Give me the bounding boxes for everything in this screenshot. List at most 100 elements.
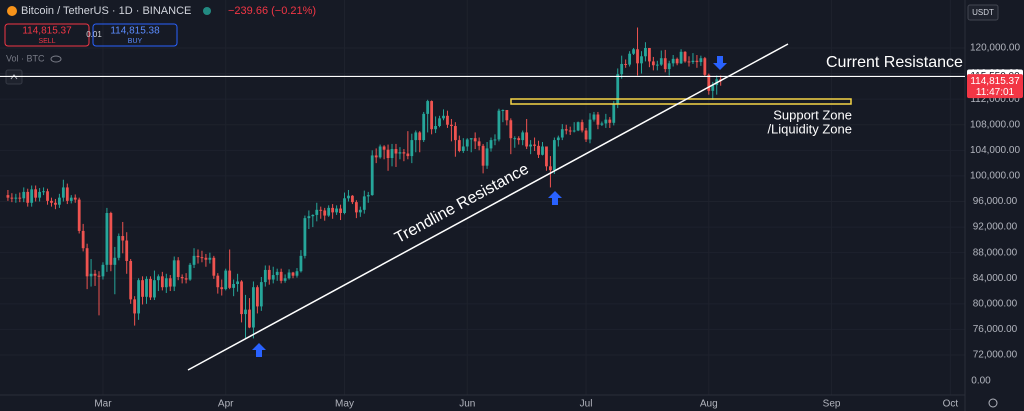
candle-body: [271, 275, 275, 280]
x-tick-label: Mar: [94, 399, 112, 410]
trendline: [187, 43, 789, 371]
candle-body: [442, 115, 445, 119]
candle-body: [382, 146, 386, 150]
candle-body: [335, 208, 338, 213]
candle-body: [196, 255, 200, 258]
candle-body: [398, 152, 402, 154]
y-tick-label: 96,000.00: [973, 196, 1018, 207]
candle-body: [390, 149, 394, 158]
candle-body: [477, 141, 481, 146]
candle-body: [608, 119, 612, 123]
buy-price[interactable]: 114,815.38: [110, 26, 160, 37]
candle-body: [438, 118, 441, 127]
candle-body: [489, 140, 493, 149]
candle-body: [525, 132, 529, 147]
candle-body: [228, 270, 232, 288]
candle-body: [153, 280, 156, 298]
candle-body: [414, 132, 418, 141]
candle-body: [244, 309, 247, 315]
buy-label[interactable]: BUY: [128, 38, 143, 45]
candle-body: [434, 126, 437, 130]
candle-body: [568, 130, 572, 132]
sell-button[interactable]: [4, 23, 90, 47]
candle-body: [632, 49, 635, 54]
candle-body: [446, 115, 449, 125]
candle-body: [168, 278, 172, 287]
candle-body: [236, 281, 239, 285]
candle-body: [22, 191, 26, 199]
candle-body: [224, 270, 228, 290]
price-axis: 72,000.00 76,000.00 80,000.00 84,000.00 88,0…: [94, 43, 1020, 410]
candle-body: [640, 56, 643, 64]
candle-body: [212, 257, 216, 276]
candle-body: [426, 101, 430, 114]
candle-body: [30, 189, 34, 203]
candle-body: [263, 269, 267, 283]
buy-button[interactable]: [92, 23, 178, 47]
candle-body: [473, 138, 477, 142]
candle-body: [133, 299, 137, 314]
candle-body: [81, 230, 85, 249]
currency[interactable]: USDT: [972, 8, 994, 17]
candle-body: [430, 101, 434, 130]
candle-body: [323, 210, 327, 216]
candle-body: [164, 278, 168, 288]
candle-body: [584, 130, 588, 140]
volume-label: Vol · BTC: [6, 53, 45, 63]
candle-body: [129, 260, 133, 300]
x-tick-label: May: [335, 399, 354, 410]
candle-body: [279, 271, 283, 281]
x-tick-label: Sep: [823, 399, 841, 410]
candle-body: [493, 139, 497, 141]
candle-body: [592, 114, 596, 120]
currency-box[interactable]: [967, 4, 999, 21]
y-tick-label: 76,000.00: [973, 324, 1018, 335]
quantity: 0.01: [86, 30, 102, 39]
candle-body: [89, 273, 93, 277]
last-price-tag: [967, 74, 1023, 99]
candle-body: [564, 129, 568, 131]
candle-body: [145, 278, 148, 297]
candle-body: [77, 199, 81, 231]
candle-body: [362, 196, 366, 210]
candle-body: [628, 53, 632, 65]
annotation: Support Zone: [773, 107, 852, 122]
candle-body: [410, 140, 414, 157]
eye-icon[interactable]: [50, 55, 62, 63]
support-zone-box: [510, 98, 852, 105]
candle-body: [93, 273, 97, 276]
candle-body: [14, 197, 18, 199]
candle-body: [600, 123, 604, 125]
candle-body: [327, 207, 331, 216]
candle-body: [42, 191, 45, 193]
candle-body: [69, 197, 73, 201]
candle-body: [560, 129, 564, 138]
candle-body: [216, 275, 220, 288]
candle-body: [465, 139, 469, 147]
candle-body: [354, 202, 358, 213]
candle-body: [374, 155, 378, 158]
arrow-down: [713, 56, 727, 70]
candle-body: [386, 149, 390, 158]
candle-body: [537, 145, 540, 155]
settings-icon[interactable]: [988, 398, 998, 408]
candle-body: [6, 195, 10, 198]
candle-body: [97, 275, 101, 277]
candle-body: [149, 278, 152, 298]
sell-price[interactable]: 114,815.37: [22, 26, 72, 37]
candle-body: [663, 58, 667, 70]
candle-body: [612, 103, 616, 123]
candle-body: [311, 214, 315, 217]
candle-body: [192, 255, 196, 265]
sell-label[interactable]: SELL: [38, 38, 55, 45]
y-tick-label: 88,000.00: [973, 247, 1018, 258]
candle-body: [671, 58, 675, 64]
candle-body: [683, 51, 687, 62]
candle-body: [469, 138, 473, 140]
candle-body: [339, 208, 342, 214]
candle-body: [644, 47, 647, 57]
candle-body: [659, 58, 663, 65]
candle-body: [73, 197, 77, 200]
candle-body: [481, 145, 485, 166]
